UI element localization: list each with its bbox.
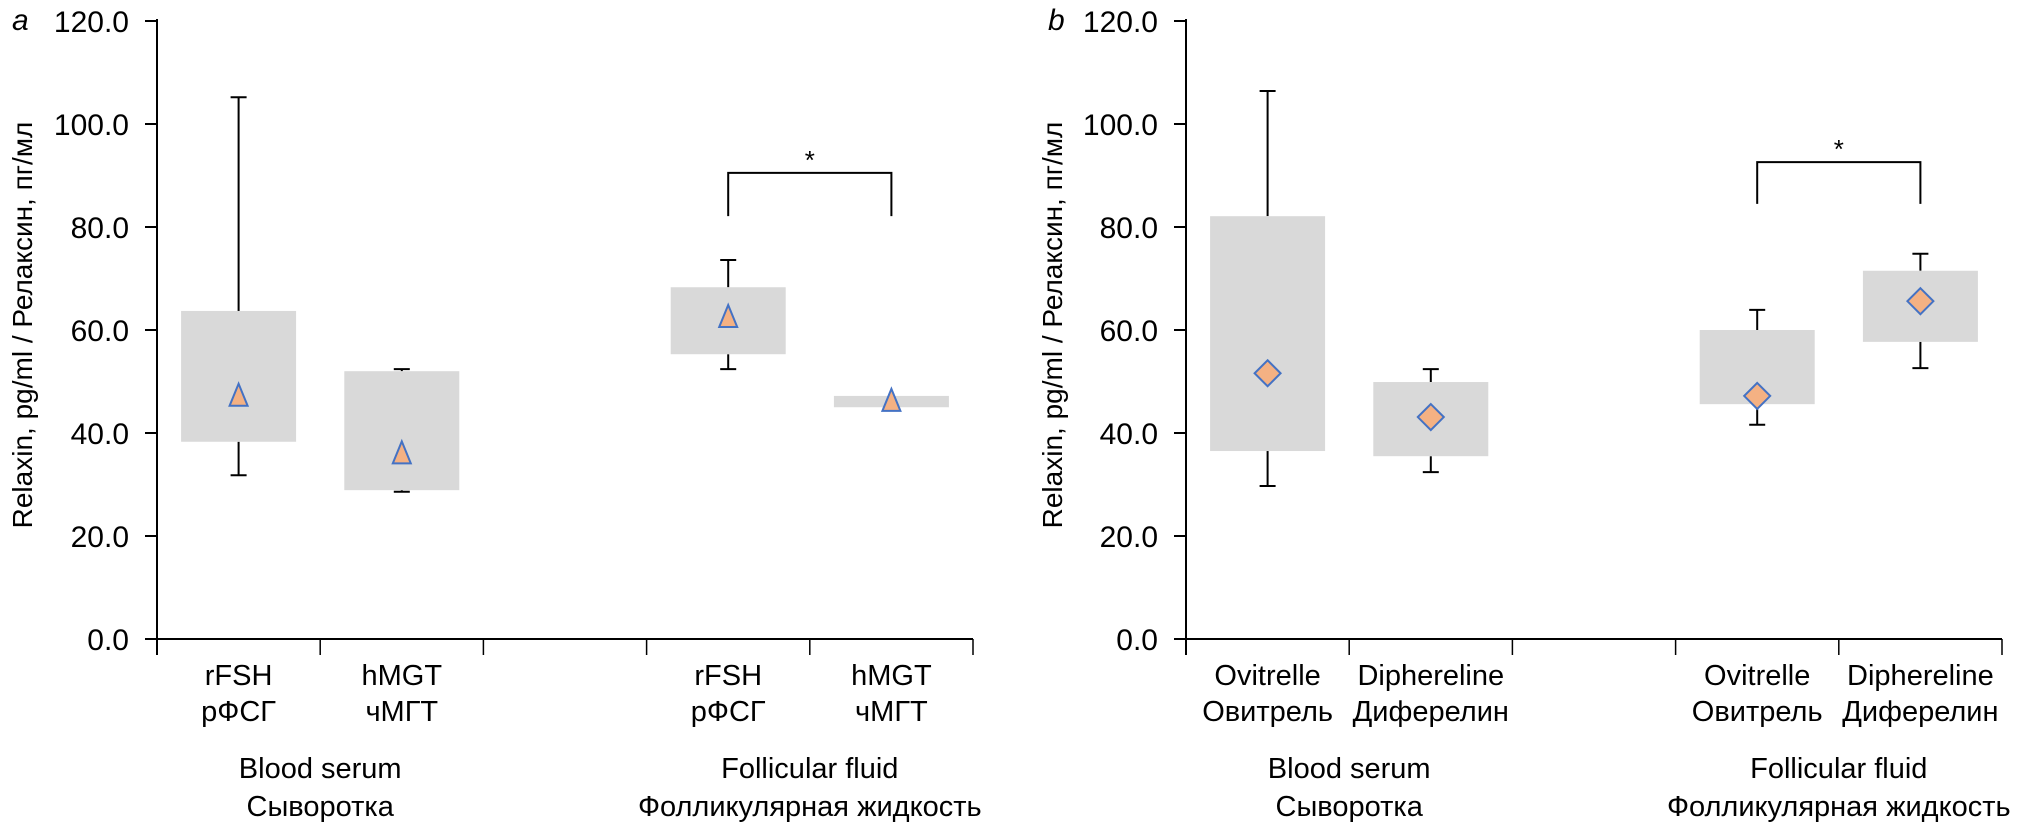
category-label-ru: Диферелин bbox=[1842, 696, 1998, 728]
mean-marker-diamond bbox=[1416, 402, 1446, 432]
y-tick-label: 40.0 bbox=[71, 418, 129, 451]
category-label-en: Diphereline bbox=[1847, 660, 1994, 692]
significance-bracket bbox=[1756, 161, 1922, 204]
category-label-en: hMGT bbox=[851, 660, 932, 692]
y-tick-label: 60.0 bbox=[1100, 315, 1158, 348]
group-label-en: Follicular fluid bbox=[1750, 753, 1927, 785]
group-label-ru: Сыворотка bbox=[247, 791, 395, 823]
mean-marker-triangle bbox=[391, 438, 413, 465]
y-tick-label: 80.0 bbox=[71, 212, 129, 245]
y-tick-label: 0.0 bbox=[87, 624, 129, 657]
category-label-ru: Диферелин bbox=[1353, 696, 1509, 728]
category-label-ru: рФСГ bbox=[691, 696, 766, 728]
y-tick-label: 100.0 bbox=[1083, 109, 1158, 142]
category-label-en: Diphereline bbox=[1357, 660, 1504, 692]
group-label-en: Blood serum bbox=[239, 753, 402, 785]
y-tick-label: 20.0 bbox=[71, 521, 129, 554]
category-label-ru: Овитрель bbox=[1692, 696, 1823, 728]
y-axis-label: Relaxin, pg/ml / Релаксин, пг/мл bbox=[7, 122, 38, 529]
box bbox=[1210, 216, 1326, 452]
mean-marker-diamond bbox=[1742, 381, 1772, 411]
box bbox=[181, 310, 297, 442]
y-tick-label: 0.0 bbox=[1116, 624, 1158, 657]
y-tick-label: 40.0 bbox=[1100, 418, 1158, 451]
group-label-ru: Фолликулярная жидкость bbox=[1667, 791, 2011, 823]
category-label-ru: Овитрель bbox=[1202, 696, 1333, 728]
y-axis-label: Relaxin, pg/ml / Релаксин, пг/мл bbox=[1037, 122, 1068, 529]
group-label-ru: Сыворотка bbox=[1276, 791, 1424, 823]
y-tick-label: 100.0 bbox=[54, 109, 129, 142]
panel-label: b bbox=[1048, 4, 1065, 37]
box bbox=[344, 371, 460, 491]
y-tick-label: 120.0 bbox=[54, 6, 129, 39]
mean-marker-triangle bbox=[717, 302, 739, 328]
y-tick-label: 80.0 bbox=[1100, 212, 1158, 245]
category-label-en: rFSH bbox=[205, 660, 273, 692]
mean-marker-triangle bbox=[228, 381, 250, 407]
category-label-en: Ovitrelle bbox=[1704, 660, 1810, 692]
significance-star: * bbox=[805, 145, 815, 175]
panel-a: a Relaxin, pg/ml / Релаксин, пг/мл 0.0 20.0… bbox=[7, 4, 982, 823]
category-label-en: Ovitrelle bbox=[1214, 660, 1320, 692]
group-label-ru: Фолликулярная жидкость bbox=[638, 791, 982, 823]
significance-star: * bbox=[1834, 134, 1844, 164]
category-label-en: rFSH bbox=[694, 660, 762, 692]
mean-marker-triangle bbox=[880, 386, 902, 412]
significance-bracket bbox=[727, 171, 893, 217]
panel-b: b Relaxin, pg/ml / Релаксин, пг/мл 0.0 20.0… bbox=[1037, 4, 2011, 823]
mean-marker-diamond bbox=[1253, 358, 1283, 388]
group-label-en: Blood serum bbox=[1268, 753, 1431, 785]
y-tick-label: 60.0 bbox=[71, 315, 129, 348]
category-label-ru: рФСГ bbox=[201, 696, 276, 728]
category-label-en: hMGT bbox=[362, 660, 443, 692]
category-label-ru: чМГТ bbox=[855, 696, 928, 728]
y-tick-label: 120.0 bbox=[1083, 6, 1158, 39]
mean-marker-diamond bbox=[1905, 286, 1935, 316]
category-label-ru: чМГТ bbox=[365, 696, 438, 728]
group-label-en: Follicular fluid bbox=[721, 753, 898, 785]
y-tick-label: 20.0 bbox=[1100, 521, 1158, 554]
panel-label: a bbox=[12, 4, 29, 37]
